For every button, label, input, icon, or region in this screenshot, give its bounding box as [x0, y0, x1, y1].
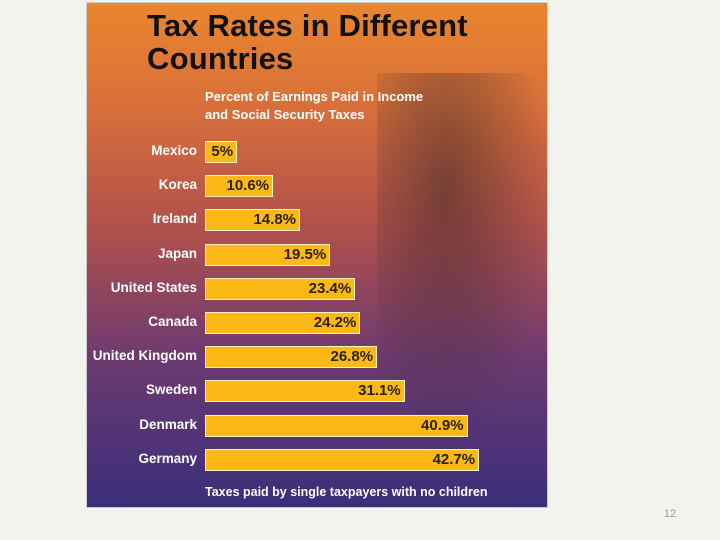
value-label: 24.2%	[313, 314, 357, 331]
chart-title: Tax Rates in Different Countries	[147, 8, 468, 76]
category-label: United States	[110, 279, 197, 295]
value-label: 23.4%	[308, 279, 352, 297]
bar	[205, 141, 238, 163]
category-label: United Kingdom	[92, 348, 197, 364]
category-label: Canada	[148, 314, 197, 329]
category-label: Sweden	[145, 382, 197, 398]
photo	[377, 73, 547, 453]
bar	[205, 209, 301, 232]
category-label: Mexico	[151, 143, 197, 158]
infographic: Tax Rates in Different Countries Percent…	[86, 2, 548, 508]
value-label: 42.7%	[432, 450, 476, 468]
value-label: 19.5%	[283, 245, 327, 263]
category-label: Japan	[157, 245, 197, 261]
bar	[205, 346, 378, 369]
bar	[205, 175, 274, 198]
category-label: Korea	[158, 177, 197, 193]
category-label: Ireland	[152, 211, 197, 227]
footnote: Taxes paid by single taxpayers with no c…	[205, 485, 488, 499]
bar	[205, 312, 361, 334]
category-label: Germany	[138, 450, 197, 466]
bar	[205, 448, 480, 471]
category-label: Denmark	[139, 416, 197, 432]
value-label: 26.8%	[330, 348, 374, 366]
value-label: 40.9%	[421, 416, 464, 434]
bar	[205, 380, 405, 403]
slide-number: 12	[663, 508, 677, 520]
bar	[205, 243, 331, 266]
value-label: 10.6%	[226, 177, 270, 195]
value-label: 5%	[211, 143, 234, 160]
value-label: 14.8%	[253, 211, 297, 229]
bar	[205, 277, 356, 300]
value-label: 31.1%	[358, 382, 401, 400]
bar	[205, 414, 468, 437]
chart-subtitle: Percent of Earnings Paid in Income and S…	[205, 89, 424, 122]
